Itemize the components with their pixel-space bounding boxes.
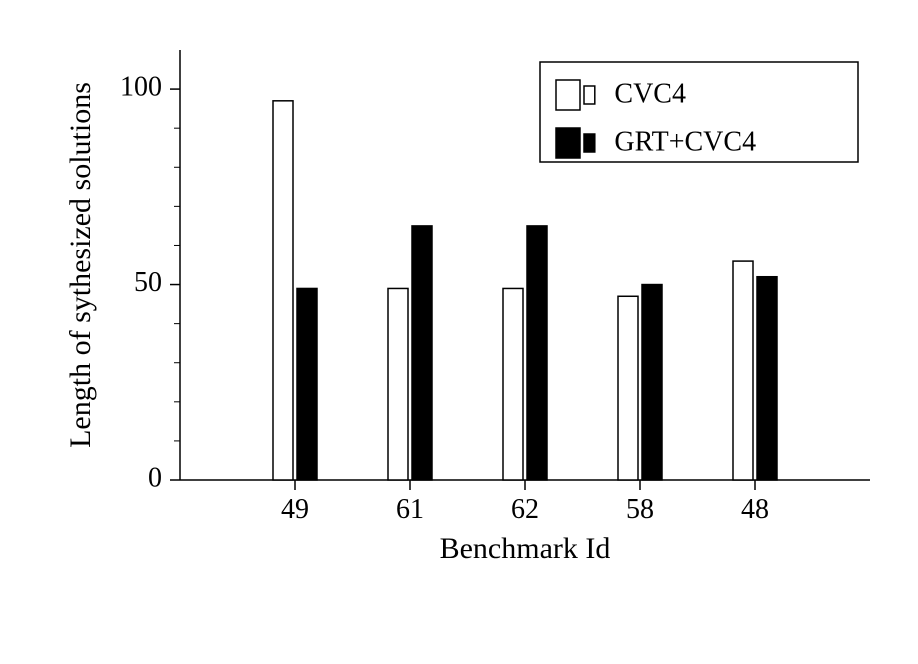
bar-grt-cvc4 [297, 288, 317, 480]
x-tick-label: 48 [741, 494, 769, 525]
legend-label: CVC4 [614, 79, 686, 110]
legend-swatch [584, 86, 595, 104]
x-tick-label: 58 [626, 494, 654, 525]
bar-cvc4 [273, 101, 293, 480]
y-axis-label: Length of sythesized solutions [64, 82, 97, 448]
y-tick-label: 50 [134, 267, 162, 298]
bar-cvc4 [503, 288, 523, 480]
legend-swatch [556, 80, 580, 110]
y-tick-label: 100 [120, 72, 162, 103]
bar-grt-cvc4 [642, 285, 662, 480]
legend-swatch [584, 134, 595, 152]
bar-cvc4 [618, 296, 638, 480]
bar-chart: 0 50 100 49 61 62 58 48 Benchmark Id Length of sy… [0, 0, 918, 664]
x-tick-label: 62 [511, 494, 539, 525]
bar-grt-cvc4 [757, 277, 777, 480]
x-tick-label: 61 [396, 494, 424, 525]
bar-cvc4 [733, 261, 753, 480]
x-tick-label: 49 [281, 494, 309, 525]
bar-grt-cvc4 [527, 226, 547, 480]
legend-swatch [556, 128, 580, 158]
chart-container: 0 50 100 49 61 62 58 48 Benchmark Id Length of sy… [0, 0, 918, 664]
y-tick-label: 0 [148, 462, 162, 493]
legend-label: GRT+CVC4 [614, 127, 756, 158]
bar-cvc4 [388, 288, 408, 480]
x-axis-label: Benchmark Id [440, 532, 611, 565]
bar-grt-cvc4 [412, 226, 432, 480]
